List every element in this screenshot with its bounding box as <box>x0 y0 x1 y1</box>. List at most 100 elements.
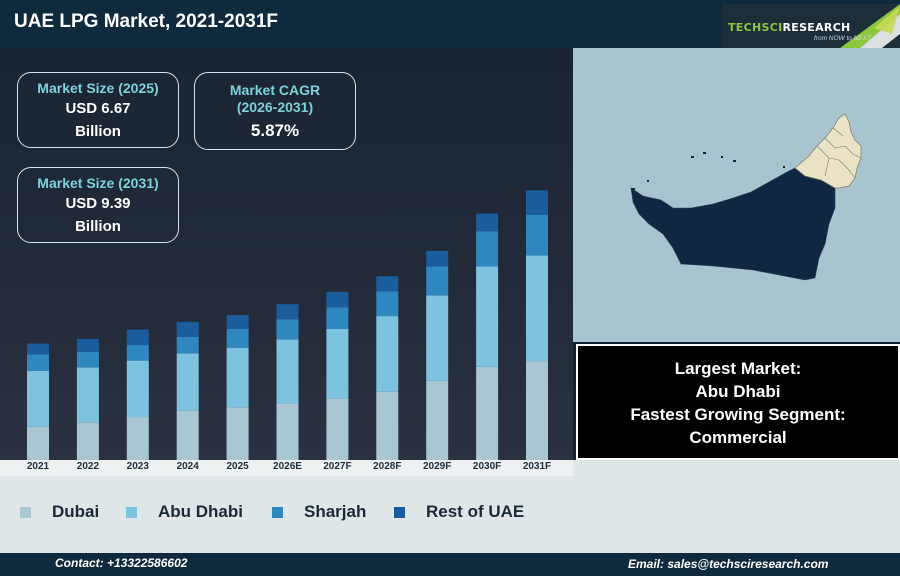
bar-segment-sharjah-2029f <box>426 266 449 296</box>
bar-segment-abu-dhabi-2024 <box>176 353 199 411</box>
map-region-borders <box>816 127 862 179</box>
logo-wordmark: TECHSCIRESEARCH <box>728 21 851 34</box>
page-title: UAE LPG Market, 2021-2031F <box>14 11 279 32</box>
kpi-market-size-2025: Market Size (2025) USD 6.67 Billion <box>17 72 179 148</box>
bar-segment-rest-of-uae-2025 <box>226 315 249 330</box>
logo-tagline: from NOW to NEXT <box>814 35 872 42</box>
kpi-value: 5.87% <box>250 121 300 140</box>
bar-segment-dubai-2023 <box>126 417 149 460</box>
bar-segment-sharjah-2025 <box>226 329 249 348</box>
chart-panel: Market Size (2025) USD 6.67 Billion Mark… <box>0 48 573 460</box>
bar-segment-sharjah-2031f <box>526 214 548 256</box>
bar-segment-dubai-2025 <box>226 407 249 460</box>
bar-segment-abu-dhabi-2029f <box>426 295 449 381</box>
kpi-label-line1: Market CAGR <box>229 82 321 98</box>
bar-segment-rest-of-uae-2021 <box>27 343 49 355</box>
bar-segment-abu-dhabi-2022 <box>76 367 99 423</box>
bar-segment-rest-of-uae-2023 <box>126 329 149 346</box>
kpi-label-line2: (2026-2031) <box>236 99 314 115</box>
bar-segment-rest-of-uae-2026e <box>276 304 299 320</box>
bar-segment-abu-dhabi-2030f <box>476 266 499 367</box>
uae-map <box>630 113 862 281</box>
x-tick-label: 2023 <box>126 461 149 472</box>
bar-segment-dubai-2030f <box>476 366 499 460</box>
kpi-label: Market Size (2031) <box>37 175 159 191</box>
bar-segment-dubai-2029f <box>426 380 449 460</box>
legend-label: Rest of UAE <box>426 502 525 521</box>
logo-swoosh-icon <box>840 4 900 48</box>
bar-segment-abu-dhabi-2023 <box>126 360 149 418</box>
bar-segment-dubai-2021 <box>27 426 49 460</box>
x-tick-label: 2022 <box>76 461 100 472</box>
legend-item-abu-dhabi[interactable]: Abu Dhabi <box>126 502 243 522</box>
x-tick-label: 2028F <box>373 461 402 472</box>
x-tick-label: 2030F <box>472 461 502 472</box>
fastest-segment-value: Commercial <box>689 428 787 447</box>
bar-segment-sharjah-2026e <box>276 319 299 340</box>
bar-segment-abu-dhabi-2031f <box>526 255 548 362</box>
bar-segment-dubai-2028f <box>376 391 399 460</box>
x-tick-label: 2021 <box>26 461 50 472</box>
bar-segment-dubai-2026e <box>276 403 299 460</box>
footer-bar: Contact: +13322586602 Email: sales@techs… <box>0 553 900 576</box>
legend: Dubai Abu Dhabi Sharjah Rest of UAE <box>0 476 900 553</box>
bar-segment-sharjah-2028f <box>376 291 399 317</box>
bar-segment-abu-dhabi-2028f <box>376 316 399 392</box>
kpi-market-cagr: Market CAGR (2026-2031) 5.87% <box>194 72 356 150</box>
kpi-value: USD 9.39 <box>65 195 131 212</box>
legend-item-dubai[interactable]: Dubai <box>20 502 99 522</box>
brand-logo[interactable]: TECHSCIRESEARCH from NOW to NEXT <box>722 4 900 48</box>
x-tick-label: 2024 <box>176 461 199 472</box>
bar-segment-sharjah-2021 <box>27 354 49 371</box>
bar-segment-dubai-2022 <box>76 422 99 460</box>
largest-market-label: Largest Market: <box>674 359 802 378</box>
bar-segment-rest-of-uae-2031f <box>526 190 548 215</box>
uae-map-panel <box>573 48 900 342</box>
bar-segment-abu-dhabi-2026e <box>276 339 299 404</box>
legend-swatch <box>272 506 283 518</box>
bar-segment-rest-of-uae-2022 <box>76 338 99 352</box>
contact-phone[interactable]: Contact: +13322586602 <box>55 556 188 570</box>
kpi-value: USD 6.67 <box>65 100 131 117</box>
bar-segment-sharjah-2024 <box>176 336 199 354</box>
kpi-label: Market Size (2025) <box>37 80 159 96</box>
x-tick-label: 2027F <box>323 461 352 472</box>
legend-swatch <box>20 506 31 518</box>
logo-wordmark-part1: TECHSCI <box>728 21 783 34</box>
stacked-bar-chart <box>27 190 548 460</box>
kpi-market-size-2031: Market Size (2031) USD 9.39 Billion <box>17 167 179 243</box>
map-region-abu-dhabi <box>630 167 836 281</box>
bar-segment-rest-of-uae-2028f <box>376 276 399 292</box>
kpi-unit: Billion <box>75 218 121 235</box>
key-insights-box: Largest Market: Abu Dhabi Fastest Growin… <box>576 344 900 460</box>
bar-segment-abu-dhabi-2025 <box>226 347 249 408</box>
bar-segment-sharjah-2027f <box>326 307 349 330</box>
bar-segment-rest-of-uae-2027f <box>326 291 349 308</box>
x-tick-label: 2025 <box>226 461 249 472</box>
kpi-unit: Billion <box>75 123 121 140</box>
bar-segment-abu-dhabi-2021 <box>27 370 49 427</box>
map-islands <box>631 152 785 190</box>
largest-market-value: Abu Dhabi <box>695 382 781 401</box>
legend-swatch <box>394 506 405 518</box>
legend-item-sharjah[interactable]: Sharjah <box>272 502 366 522</box>
bar-segment-sharjah-2022 <box>76 351 99 368</box>
x-tick-label: 2026E <box>273 461 302 472</box>
bar-segment-rest-of-uae-2030f <box>476 213 499 232</box>
bar-segment-sharjah-2030f <box>476 231 499 267</box>
bar-segment-abu-dhabi-2027f <box>326 329 349 399</box>
bar-segment-rest-of-uae-2024 <box>176 321 199 337</box>
fastest-segment-label: Fastest Growing Segment: <box>630 405 846 424</box>
contact-email[interactable]: Email: sales@techsciresearch.com <box>628 557 829 571</box>
x-tick-label: 2031F <box>522 461 552 472</box>
legend-swatch <box>126 506 137 518</box>
x-axis: 2021 2022 2023 2024 2025 2026E 2027F 2028F 2029F… <box>0 460 573 476</box>
legend-label: Dubai <box>52 502 100 521</box>
legend-item-rest-of-uae[interactable]: Rest of UAE <box>394 502 524 522</box>
bar-segment-dubai-2027f <box>326 398 349 460</box>
bar-segment-rest-of-uae-2029f <box>426 250 449 267</box>
legend-label: Sharjah <box>304 502 367 521</box>
legend-label: Abu Dhabi <box>158 502 243 521</box>
bar-segment-sharjah-2023 <box>126 345 149 361</box>
bar-segment-dubai-2031f <box>526 361 548 460</box>
